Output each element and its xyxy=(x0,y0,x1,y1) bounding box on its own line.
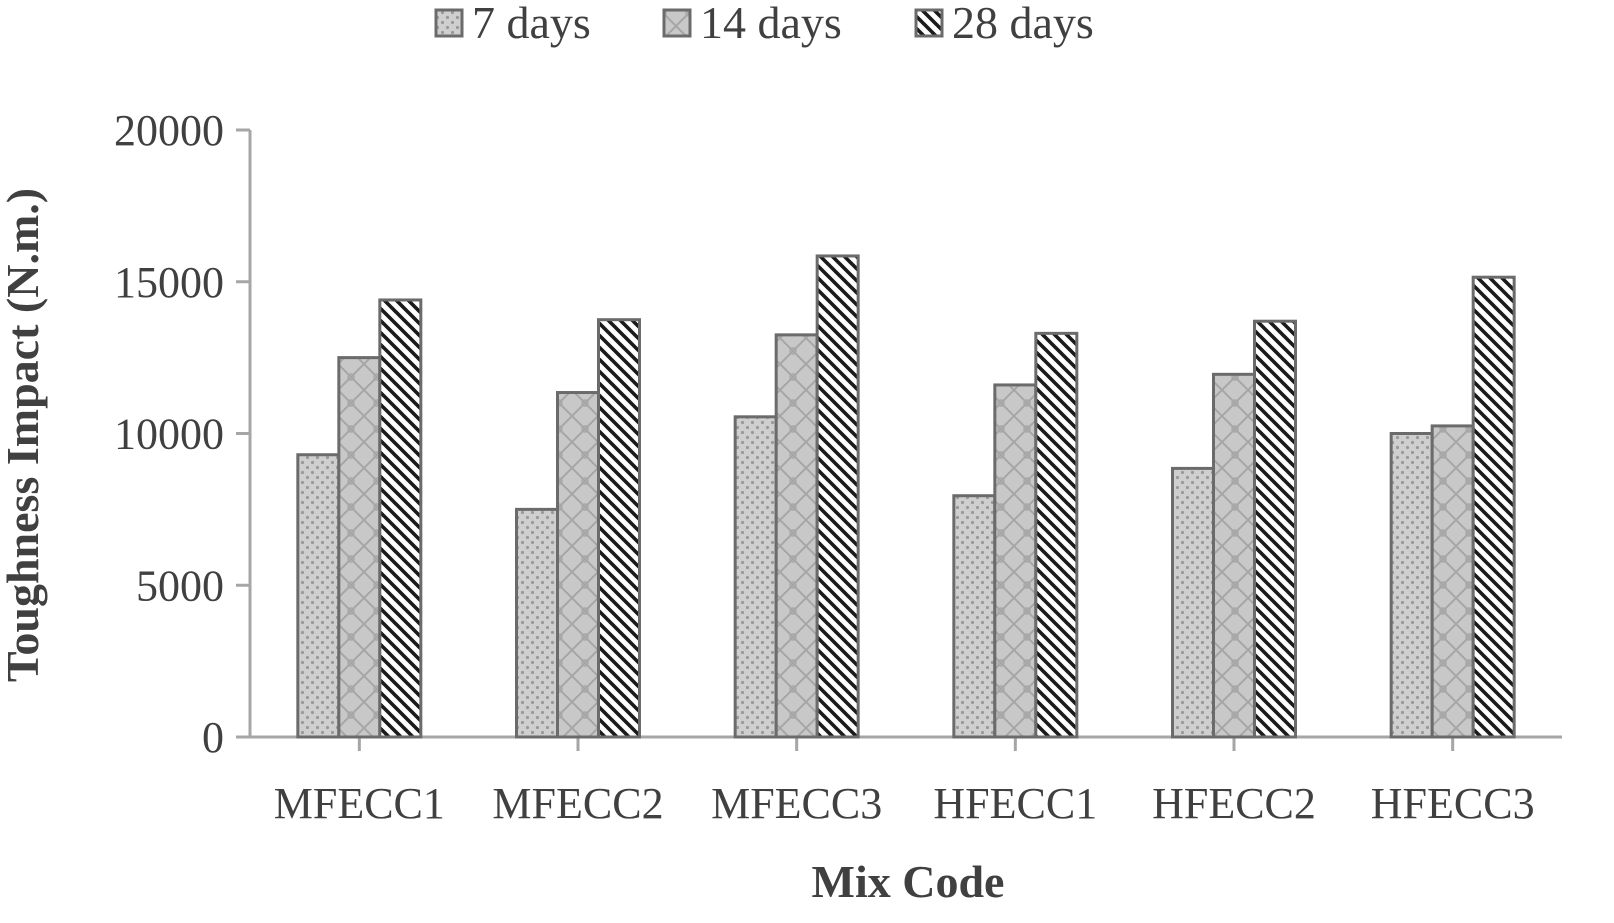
category-label-hfecc1: HFECC1 xyxy=(933,779,1097,828)
bar-mfecc2-28-days xyxy=(597,318,641,739)
bar-mfecc3-28-days xyxy=(815,254,860,739)
bar-mfecc2-7-days xyxy=(515,507,559,739)
y-tick-label: 20000 xyxy=(114,106,224,155)
bar-hfecc1-7-days xyxy=(952,494,997,739)
x-axis-title: Mix Code xyxy=(812,856,1005,907)
category-label-hfecc3: HFECC3 xyxy=(1371,779,1535,828)
y-axis: 0 5000 10000 15000 20000 xyxy=(114,106,252,762)
legend: 7 days 14 days 28 days xyxy=(434,0,1094,48)
bar-mfecc3-7-days xyxy=(733,415,778,739)
bar-hfecc3-14-days xyxy=(1430,424,1475,739)
y-tick-label: 15000 xyxy=(114,258,224,307)
bar-hfecc2-7-days xyxy=(1171,466,1215,739)
category-label-mfecc1: MFECC1 xyxy=(274,779,445,828)
category-label-hfecc2: HFECC2 xyxy=(1152,779,1316,828)
bar-mfecc2-14-days xyxy=(556,391,600,739)
bar-hfecc2-28-days xyxy=(1253,319,1297,739)
bar-mfecc1-14-days xyxy=(337,356,382,739)
x-axis: MFECC1 MFECC2 MFECC3 HFECC1 HFECC2 HFECC3 xyxy=(250,735,1562,828)
legend-swatch-7-days xyxy=(434,8,464,38)
bar-mfecc3-14-days xyxy=(774,333,819,739)
bars xyxy=(296,254,1516,739)
bar-hfecc2-14-days xyxy=(1212,372,1256,739)
bar-mfecc1-28-days xyxy=(378,298,423,739)
legend-label-14-days: 14 days xyxy=(700,0,842,48)
legend-swatch-28-days xyxy=(914,8,944,38)
legend-swatch-14-days xyxy=(662,8,692,38)
bar-hfecc3-7-days xyxy=(1389,432,1434,739)
legend-label-7-days: 7 days xyxy=(472,0,591,48)
y-tick-label: 10000 xyxy=(114,410,224,459)
y-axis-title: Toughness Impact (N.m.) xyxy=(0,188,48,682)
y-tick-label: 5000 xyxy=(136,561,224,610)
bar-hfecc1-14-days xyxy=(993,383,1038,739)
category-label-mfecc2: MFECC2 xyxy=(492,779,663,828)
legend-label-28-days: 28 days xyxy=(952,0,1094,48)
y-tick-label: 0 xyxy=(202,713,224,762)
bar-hfecc1-28-days xyxy=(1034,331,1079,739)
bar-hfecc3-28-days xyxy=(1471,275,1516,739)
category-label-mfecc3: MFECC3 xyxy=(711,779,882,828)
bar-mfecc1-7-days xyxy=(296,453,341,739)
